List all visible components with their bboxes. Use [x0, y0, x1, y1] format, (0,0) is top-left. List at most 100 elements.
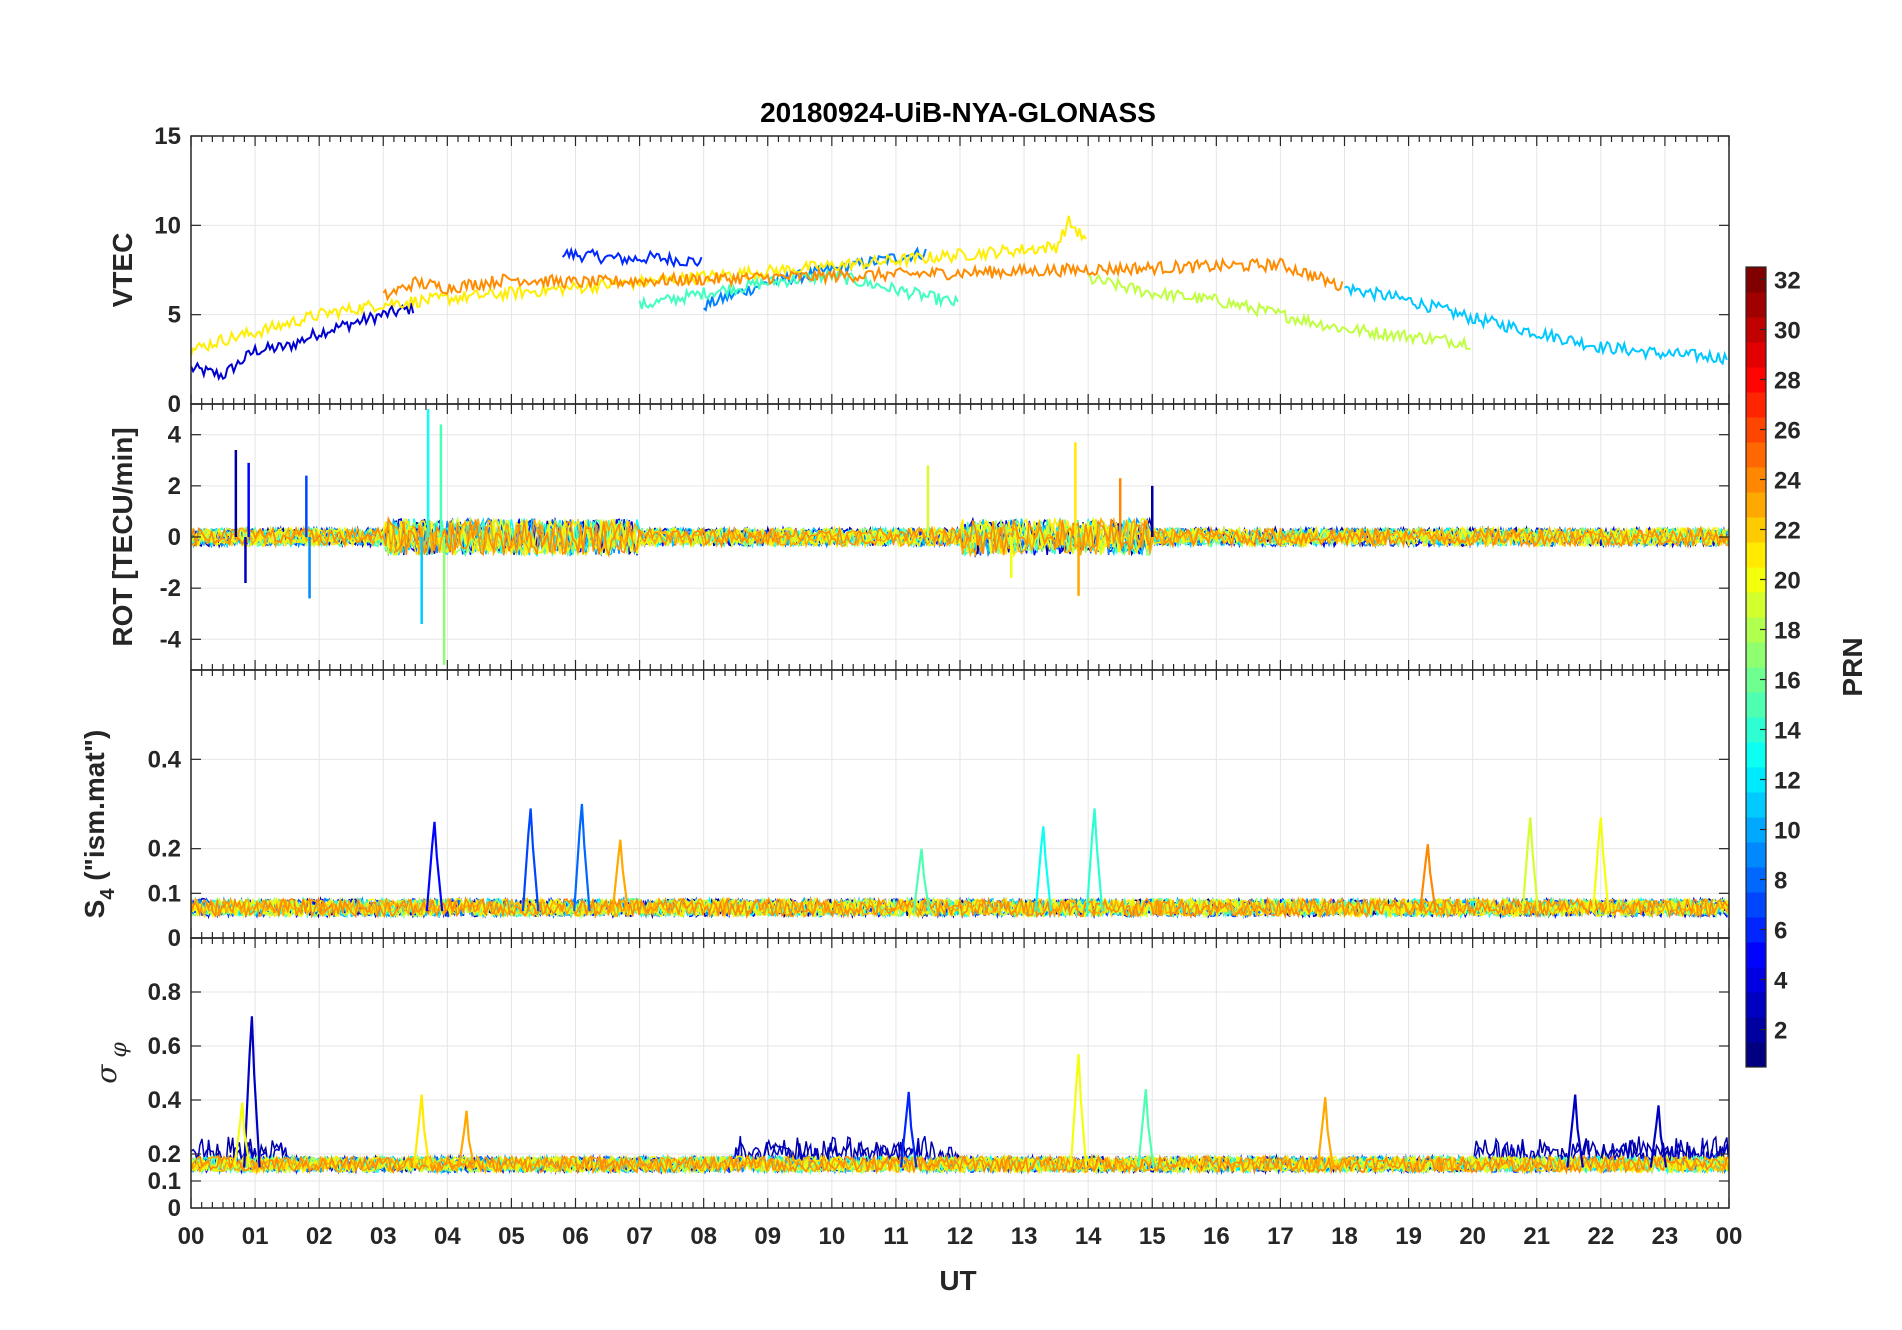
- y-tick-label: 0.8: [148, 979, 181, 1006]
- colorbar-segment: [1746, 392, 1766, 418]
- vtec-series-prn-15: [638, 267, 959, 310]
- x-tick-label: 00: [1716, 1223, 1743, 1250]
- s4-peak-prn-8: [573, 803, 591, 912]
- colorbar-segment: [1746, 867, 1766, 893]
- colorbar-segment: [1746, 442, 1766, 468]
- y-tick-label: 0.1: [148, 1168, 181, 1195]
- s4-peak-prn-15: [912, 848, 931, 912]
- s4-peak-prn-24: [1419, 844, 1437, 912]
- x-tick-label: 19: [1395, 1223, 1422, 1250]
- vtec-series-prn-20: [191, 215, 1087, 356]
- s4-peak-prn-19: [1521, 817, 1540, 912]
- series-s4: [191, 803, 1729, 920]
- colorbar-segment: [1746, 492, 1766, 518]
- colorbar-segment: [1746, 417, 1766, 443]
- y-axis-title-vtec: VTEC: [107, 233, 138, 308]
- panel-rot: -4 -2 0 2 4 ROT [TECU/min]: [107, 403, 1730, 671]
- sigma_phi-peak-prn-15: [1137, 1089, 1155, 1168]
- x-tick-label: 02: [306, 1223, 333, 1250]
- colorbar-segment: [1746, 817, 1766, 843]
- x-ticks-sigma_phi: [190, 938, 1730, 1208]
- vtec-series-prn-12: [1343, 282, 1728, 366]
- panel-sigma_phi: 00.10.2 0.4 0.6 0.8 σ φ: [90, 937, 1730, 1222]
- x-tick-label: 09: [754, 1223, 781, 1250]
- x-tick-label: 14: [1075, 1223, 1102, 1250]
- x-tick-label: 07: [626, 1223, 653, 1250]
- sigma_phi-peak-prn-6: [899, 1091, 918, 1168]
- panel-vtec: 0 5 10 15 VTEC: [107, 123, 1730, 418]
- y-axis-title-s4: S4 ("ism.mat"): [79, 730, 119, 919]
- colorbar-segment: [1746, 542, 1766, 568]
- colorbar-segment: [1746, 942, 1766, 968]
- y-tick-label: 0: [168, 1195, 181, 1222]
- y-tick-label: 0: [168, 391, 181, 418]
- y-tick-label: 15: [154, 123, 181, 150]
- sigma_phi-peak-prn-23: [1316, 1097, 1335, 1168]
- colorbar-segment: [1746, 317, 1766, 343]
- colorbar-segment: [1746, 842, 1766, 868]
- x-ticks-rot: [190, 404, 1730, 670]
- series-vtec: [191, 215, 1728, 382]
- sigma_phi-trace-prn-20: [191, 1154, 1729, 1175]
- x-tick-label: 03: [370, 1223, 397, 1250]
- x-axis: 00 01 02 03 04 05 06 07 08 09 10 11 12 13 14 15 16 17 18 19…: [178, 1223, 1743, 1250]
- y-tick-label: 0: [168, 524, 181, 551]
- colorbar-tick-label: 2: [1774, 1018, 1787, 1045]
- colorbar-tick-label: 24: [1774, 468, 1801, 495]
- sigma_phi-peak-prn-21: [412, 1094, 431, 1168]
- y-axis-title-sigma-phi: σ φ: [90, 1042, 132, 1084]
- y-tick-label: 0.1: [148, 880, 181, 907]
- y-tick-label: 0.6: [148, 1033, 181, 1060]
- colorbar-segment: [1746, 1017, 1766, 1043]
- colorbar-tick-label: 10: [1774, 818, 1801, 845]
- y-tick-label: 0.2: [148, 836, 181, 863]
- sigma_phi-peak-prn-3: [243, 1016, 261, 1168]
- y-tick-label: 0.4: [148, 1087, 182, 1114]
- x-tick-label: 23: [1652, 1223, 1679, 1250]
- y-axis-title-rot: ROT [TECU/min]: [107, 427, 138, 646]
- series-rot: [191, 409, 1729, 665]
- sigma_phi-peak-prn-20: [1069, 1054, 1088, 1168]
- colorbar-tick-label: 26: [1774, 418, 1801, 445]
- colorbar-segment: [1746, 717, 1766, 743]
- x-tick-label: 22: [1587, 1223, 1614, 1250]
- x-tick-label: 01: [242, 1223, 269, 1250]
- colorbar-tick-label: 22: [1774, 518, 1801, 545]
- y-tick-label: 5: [168, 302, 181, 329]
- colorbar-segment: [1746, 992, 1766, 1018]
- y-tick-label: 0.4: [148, 746, 182, 773]
- y-tick-label: 0.2: [148, 1141, 181, 1168]
- colorbar-tick-label: 28: [1774, 368, 1801, 395]
- s4-peak-prn-20: [1592, 817, 1610, 912]
- colorbar-tick-label: 16: [1774, 668, 1801, 695]
- sigma_phi-peak-prn-3: [1649, 1105, 1668, 1168]
- colorbar-segment: [1746, 367, 1766, 393]
- colorbar-segment: [1746, 517, 1766, 543]
- colorbar-segment: [1746, 467, 1766, 493]
- colorbar-tick-label: 8: [1774, 868, 1787, 895]
- x-tick-label: 06: [562, 1223, 589, 1250]
- colorbar-segment: [1746, 267, 1766, 293]
- colorbar-tick-label: 30: [1774, 318, 1801, 345]
- sigma_phi-trace-prn-23: [191, 1153, 1729, 1176]
- colorbar-segment: [1746, 892, 1766, 918]
- y-tick-label: -2: [160, 575, 181, 602]
- colorbar-segment: [1746, 767, 1766, 793]
- colorbar-tick-label: 14: [1774, 718, 1801, 745]
- colorbar-segment: [1746, 342, 1766, 368]
- vtec-series-prn-3: [191, 302, 415, 382]
- colorbar-tick-label: 6: [1774, 918, 1787, 945]
- x-tick-label: 05: [498, 1223, 525, 1250]
- x-tick-label: 16: [1203, 1223, 1230, 1250]
- x-tick-label: 20: [1459, 1223, 1486, 1250]
- y-tick-label: 0: [168, 925, 181, 952]
- colorbar-tick-label: 20: [1774, 568, 1801, 595]
- y-tick-label: 10: [154, 212, 181, 239]
- x-axis-title: UT: [939, 1265, 976, 1296]
- sigma_phi-peak-prn-20: [233, 1102, 252, 1168]
- x-tick-label: 00: [178, 1223, 205, 1250]
- y-tick-label: 2: [168, 473, 181, 500]
